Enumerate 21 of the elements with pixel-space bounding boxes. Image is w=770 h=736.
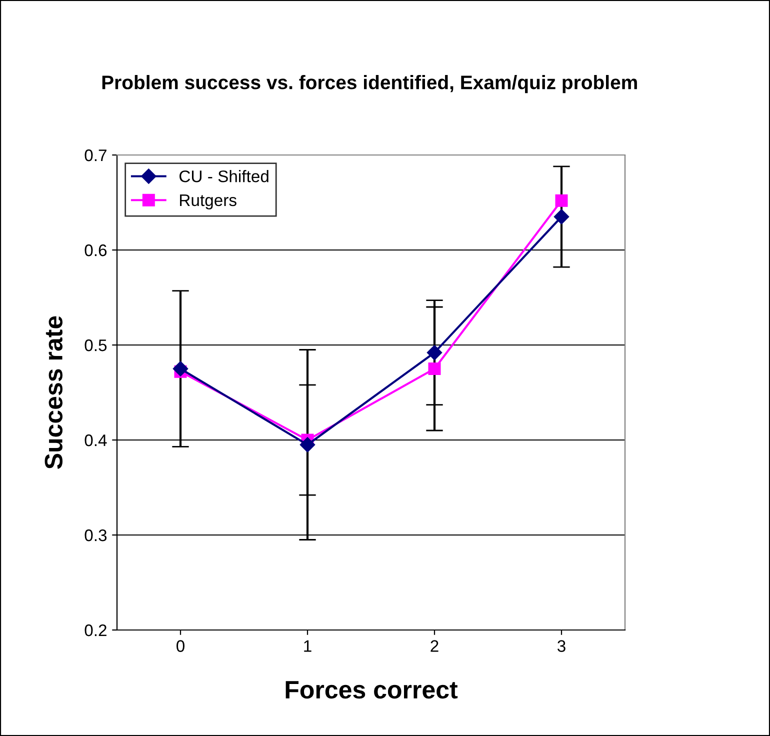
legend-label: CU - Shifted — [180, 170, 268, 182]
point — [172, 361, 188, 376]
point — [555, 194, 568, 207]
point — [426, 345, 442, 360]
point — [554, 209, 570, 224]
legend-label: Rutgers — [180, 194, 236, 210]
y-tick-label: 0.4 — [84, 434, 107, 446]
point — [428, 362, 441, 375]
y-axis-title: Success rate — [44, 316, 63, 469]
x-tick-label: 3 — [558, 640, 566, 652]
x-tick-label: 0 — [176, 640, 184, 652]
chart-title: Problem success vs. forces identified, Exam/quiz problem — [102, 75, 637, 94]
y-tick-label: 0.7 — [84, 149, 106, 162]
y-tick-label: 0.6 — [84, 244, 107, 256]
y-tick-label: 0.3 — [84, 529, 107, 542]
y-tick-label: 0.5 — [84, 339, 107, 352]
point — [300, 437, 316, 452]
x-tick-label: 2 — [430, 640, 438, 652]
x-axis-title: Forces correct — [286, 681, 458, 699]
y-tick-label: 0.2 — [84, 624, 106, 636]
x-tick-label: 1 — [304, 640, 312, 652]
